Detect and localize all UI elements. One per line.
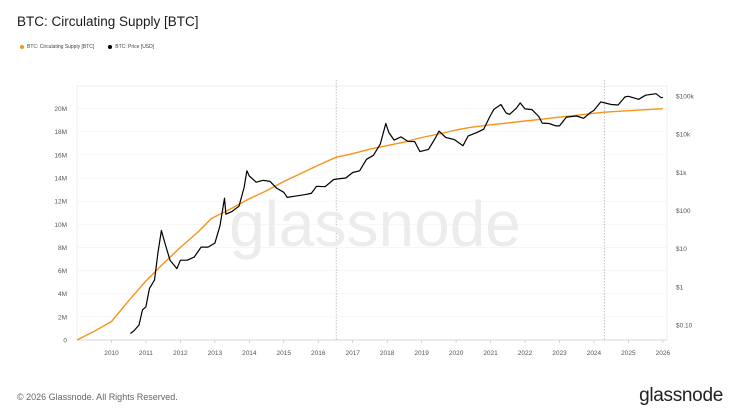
legend-item-price[interactable]: BTC: Price [USD] xyxy=(108,44,154,50)
y-left-tick-label: 6M xyxy=(58,268,67,275)
x-tick-label: 2024 xyxy=(587,350,602,357)
y-left-tick-label: 8M xyxy=(58,245,67,252)
y-right-tick-label: $100k xyxy=(676,94,694,101)
legend-label-supply: BTC: Circulating Supply [BTC] xyxy=(27,44,95,50)
y-left-tick-label: 16M xyxy=(54,152,67,159)
y-left-tick-label: 4M xyxy=(58,291,67,298)
x-tick-label: 2023 xyxy=(552,350,567,357)
y-right-tick-label: $1k xyxy=(676,170,687,177)
legend-label-price: BTC: Price [USD] xyxy=(115,44,155,50)
y-left-tick-label: 2M xyxy=(58,314,67,321)
y-left-tick-label: 18M xyxy=(54,129,67,136)
y-left-tick-label: 0 xyxy=(63,338,67,345)
x-tick-label: 2025 xyxy=(621,350,636,357)
y-left-tick-label: 12M xyxy=(54,199,67,206)
price-line xyxy=(130,93,663,334)
legend: BTC: Circulating Supply [BTC] BTC: Price… xyxy=(20,44,154,50)
x-tick-label: 2010 xyxy=(104,350,119,357)
y-left-tick-label: 14M xyxy=(54,176,67,183)
x-tick-label: 2012 xyxy=(173,350,188,357)
y-left-tick-label: 10M xyxy=(54,222,67,229)
x-tick-label: 2017 xyxy=(345,350,360,357)
x-tick-label: 2014 xyxy=(242,350,257,357)
y-right-tick-label: $0.10 xyxy=(676,323,693,330)
y-right-tick-label: $10k xyxy=(676,132,691,139)
footer-copyright: © 2026 Glassnode. All Rights Reserved. xyxy=(17,392,178,402)
x-tick-label: 2016 xyxy=(311,350,326,357)
y-right-tick-label: $10 xyxy=(676,246,687,253)
supply-line xyxy=(76,108,663,341)
x-tick-label: 2019 xyxy=(414,350,429,357)
y-right-tick-label: $100 xyxy=(676,208,691,215)
x-tick-label: 2020 xyxy=(449,350,464,357)
legend-swatch-price xyxy=(108,45,113,49)
x-tick-label: 2021 xyxy=(483,350,498,357)
x-tick-label: 2013 xyxy=(208,350,223,357)
chart-title: BTC: Circulating Supply [BTC] xyxy=(17,14,199,29)
watermark: glassnode xyxy=(229,188,521,260)
legend-swatch-supply xyxy=(20,45,24,49)
y-left-tick-label: 20M xyxy=(54,106,67,113)
y-right-tick-label: $1 xyxy=(676,284,684,291)
glassnode-logo[interactable]: glassnode xyxy=(639,385,723,406)
x-tick-label: 2022 xyxy=(518,350,533,357)
legend-item-supply[interactable]: BTC: Circulating Supply [BTC] xyxy=(20,44,94,50)
x-tick-label: 2015 xyxy=(277,350,292,357)
x-tick-label: 2026 xyxy=(656,350,671,357)
x-tick-label: 2011 xyxy=(139,350,153,357)
x-tick-label: 2018 xyxy=(380,350,395,357)
